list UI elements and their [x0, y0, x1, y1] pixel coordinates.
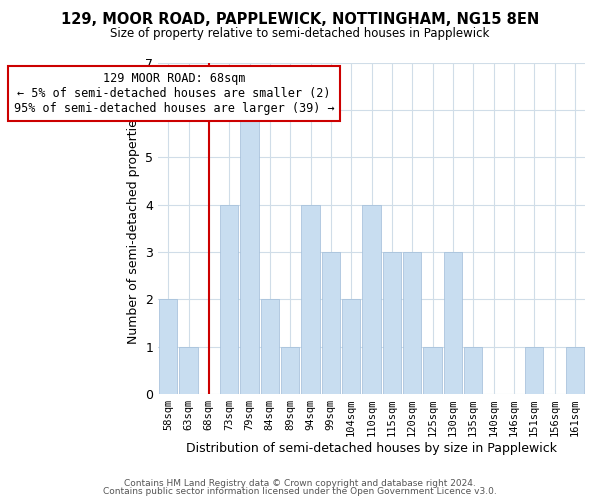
- Bar: [424, 346, 442, 394]
- Bar: [525, 346, 544, 394]
- Bar: [464, 346, 482, 394]
- Bar: [281, 346, 299, 394]
- Bar: [322, 252, 340, 394]
- Text: 129 MOOR ROAD: 68sqm
← 5% of semi-detached houses are smaller (2)
95% of semi-de: 129 MOOR ROAD: 68sqm ← 5% of semi-detach…: [14, 72, 334, 115]
- Bar: [241, 110, 259, 394]
- Bar: [220, 204, 238, 394]
- Bar: [443, 252, 462, 394]
- Bar: [301, 204, 320, 394]
- Bar: [362, 204, 380, 394]
- X-axis label: Distribution of semi-detached houses by size in Papplewick: Distribution of semi-detached houses by …: [186, 442, 557, 455]
- Bar: [403, 252, 421, 394]
- Bar: [261, 300, 279, 394]
- Text: 129, MOOR ROAD, PAPPLEWICK, NOTTINGHAM, NG15 8EN: 129, MOOR ROAD, PAPPLEWICK, NOTTINGHAM, …: [61, 12, 539, 28]
- Bar: [159, 300, 178, 394]
- Y-axis label: Number of semi-detached properties: Number of semi-detached properties: [127, 112, 140, 344]
- Bar: [179, 346, 197, 394]
- Text: Size of property relative to semi-detached houses in Papplewick: Size of property relative to semi-detach…: [110, 28, 490, 40]
- Text: Contains public sector information licensed under the Open Government Licence v3: Contains public sector information licen…: [103, 487, 497, 496]
- Bar: [383, 252, 401, 394]
- Bar: [566, 346, 584, 394]
- Bar: [342, 300, 361, 394]
- Text: Contains HM Land Registry data © Crown copyright and database right 2024.: Contains HM Land Registry data © Crown c…: [124, 478, 476, 488]
